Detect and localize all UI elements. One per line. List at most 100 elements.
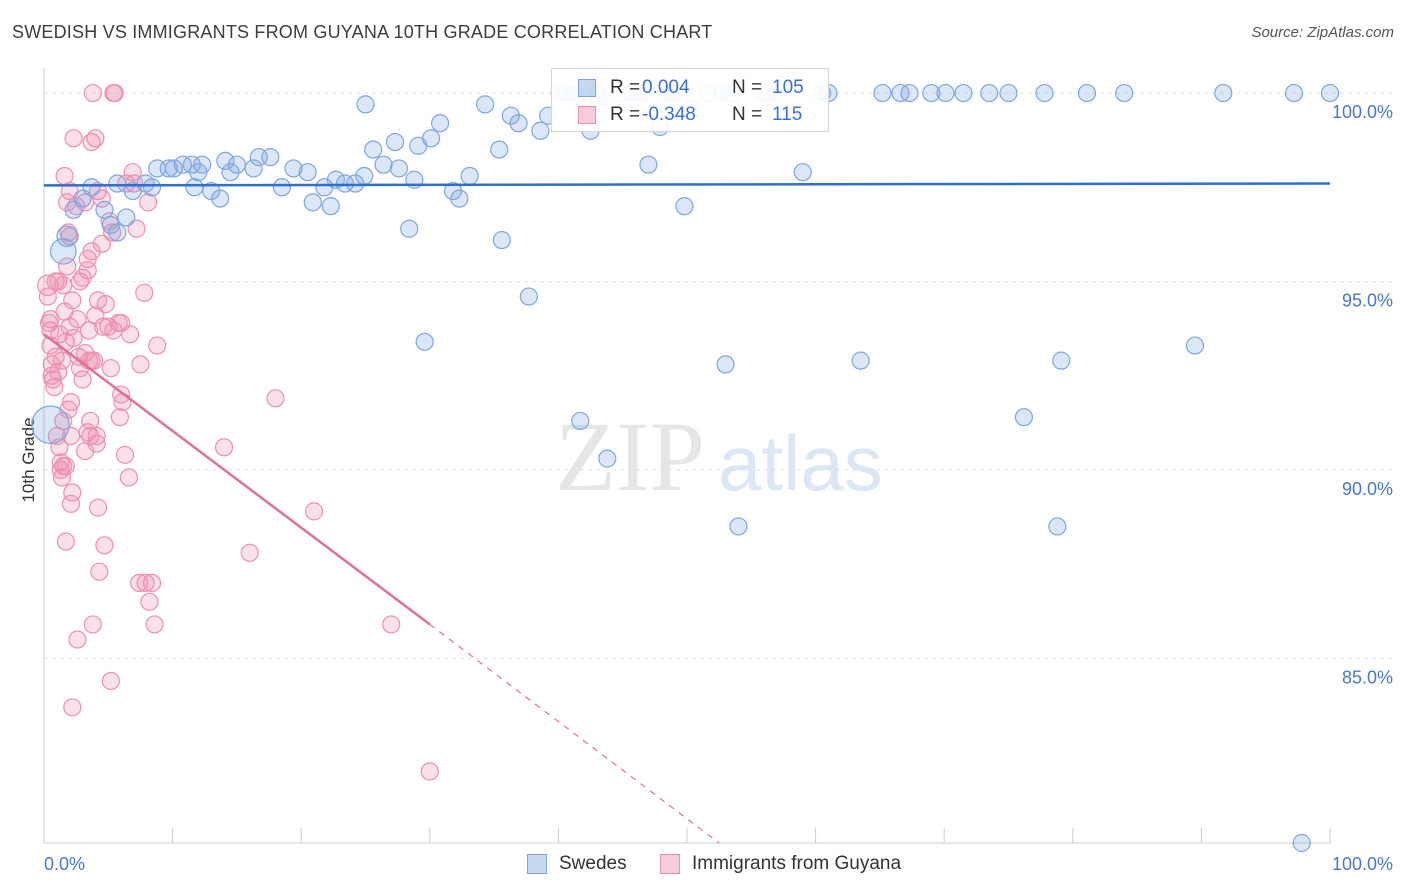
guyana-point <box>127 219 146 238</box>
guyana-point <box>61 392 81 412</box>
swedes-point <box>1048 517 1067 536</box>
y-tick-label: 95.0% <box>1342 290 1393 310</box>
swedes-point <box>303 193 322 212</box>
guyana-point <box>49 362 68 382</box>
swedes-point <box>108 223 127 242</box>
guyana-point <box>94 317 113 336</box>
swedes-point <box>675 197 694 216</box>
guyana-point <box>87 434 106 453</box>
guyana-point <box>148 336 167 355</box>
swedes-point <box>356 95 375 114</box>
legend-label-swedes: Swedes <box>559 853 627 874</box>
swedes-point <box>729 517 748 536</box>
legend-swatch-swedes <box>527 854 547 874</box>
swedes-point <box>185 178 204 197</box>
guyana-point <box>58 193 77 212</box>
swedes-point <box>244 159 263 178</box>
swedes-point <box>954 83 973 103</box>
guyana-point <box>63 698 82 717</box>
series-legend: Swedes Immigrants from Guyana <box>0 852 1406 878</box>
guyana-point <box>101 359 120 378</box>
swedes-point <box>1320 83 1340 103</box>
swedes-point <box>385 132 405 152</box>
swedes-point <box>298 163 317 182</box>
swedes-point <box>443 181 463 201</box>
axes <box>43 68 1331 844</box>
trend-line-guyana <box>43 333 431 626</box>
guyana-point <box>60 317 79 336</box>
legend-r-value: 0.004 <box>642 77 690 98</box>
swedes-point <box>509 114 528 133</box>
guyana-point <box>420 762 439 781</box>
trend-line-guyana-extension <box>429 623 720 844</box>
y-tick-label: 85.0% <box>1342 667 1393 687</box>
swedes-point <box>900 83 919 103</box>
swedes-point <box>95 200 114 219</box>
guyana-point <box>38 287 57 306</box>
guyana-point <box>110 408 129 427</box>
swedes-point <box>999 83 1018 103</box>
guyana-point <box>142 573 162 593</box>
swedes-point <box>284 159 303 178</box>
swedes-point <box>101 215 120 235</box>
guyana-point <box>105 83 124 103</box>
guyana-point <box>87 426 106 446</box>
swedes-point <box>1292 833 1311 853</box>
guyana-point <box>240 543 259 562</box>
swedes-point <box>1014 408 1034 427</box>
swedes-point <box>531 121 550 140</box>
guyana-point <box>73 370 92 389</box>
legend-n-label: N = <box>732 77 763 98</box>
guyana-point <box>55 166 74 186</box>
swedes-point <box>193 155 212 174</box>
guyana-point <box>79 321 99 340</box>
swedes-point <box>519 287 538 306</box>
guyana-point <box>82 242 101 261</box>
guyana-point <box>41 310 60 329</box>
guyana-point <box>68 630 87 649</box>
guyana-point <box>136 573 155 593</box>
swedes-point <box>400 219 419 238</box>
legend-n-label: N = <box>732 104 763 125</box>
guyana-point <box>101 671 120 691</box>
guyana-point <box>145 615 164 634</box>
guyana-point <box>81 426 100 446</box>
guyana-point <box>139 193 158 212</box>
guyana-point <box>63 483 82 502</box>
swedes-point <box>1115 83 1134 103</box>
legend-n-value: 115 <box>772 104 803 125</box>
swedes-point <box>142 178 162 197</box>
legend-r-value: -0.348 <box>642 104 696 125</box>
guyana-point <box>382 615 401 634</box>
y-tick-label: 100.0% <box>1332 102 1393 122</box>
guyana-point <box>86 129 105 148</box>
guyana-point <box>90 562 109 581</box>
watermark-zip: ZIP <box>555 401 705 512</box>
y-axis-title: 10th Grade <box>19 417 38 502</box>
swedes-point <box>430 114 450 133</box>
swedes-point <box>793 163 812 182</box>
swedes-point <box>159 159 178 178</box>
swedes-point <box>164 159 183 178</box>
swedes-point <box>364 140 383 159</box>
legend-row-swedes: R = 0.004 N = 105 <box>552 75 828 101</box>
swedes-point <box>321 197 340 216</box>
swedes-point <box>272 178 292 197</box>
guyana-point <box>140 592 159 611</box>
trend-lines <box>43 182 1331 844</box>
chart-source: Source: ZipAtlas.com <box>1251 24 1394 41</box>
swedes-point <box>598 449 617 468</box>
guyana-point <box>214 438 234 457</box>
guyana-point <box>56 532 75 551</box>
guyana-point <box>45 377 64 397</box>
swedes-point <box>1052 351 1071 370</box>
swedes-point <box>355 166 374 186</box>
swedes-point <box>492 230 511 250</box>
guyana-point <box>113 392 132 412</box>
guyana-point <box>63 291 82 310</box>
guyana-point <box>115 445 135 464</box>
guyana-point <box>88 498 108 517</box>
swedes-point <box>460 166 479 186</box>
guyana-point <box>78 261 97 280</box>
guyana-point <box>50 325 69 344</box>
